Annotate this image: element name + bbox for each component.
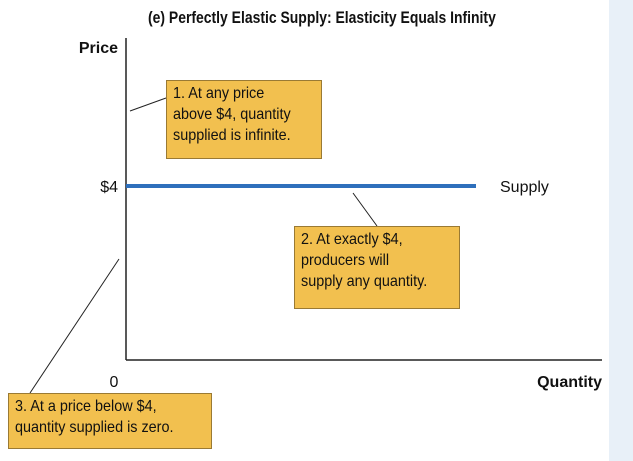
y-tick-label: $4 (100, 179, 118, 196)
callout-at-price: 2. At exactly $4, producers will supply … (294, 226, 460, 309)
callout-above-price-line-1: 1. At any price (173, 85, 265, 102)
callout-at-price-line-1: 2. At exactly $4, (301, 231, 403, 248)
callout-above-price-line-3: supplied is infinite. (173, 127, 291, 144)
callout-above-price: 1. At any price above $4, quantity suppl… (166, 80, 322, 159)
callout-1-leader (129, 97, 167, 112)
callout-below-price-line-2: quantity supplied is zero. (15, 419, 174, 436)
chart-title: (e) Perfectly Elastic Supply: Elasticity… (148, 8, 496, 27)
callout-3-leader (29, 258, 120, 394)
callout-below-price-line-1: 3. At a price below $4, (15, 398, 157, 415)
y-axis-label: Price (79, 40, 118, 57)
callout-at-price-line-3: supply any quantity. (301, 273, 428, 290)
callout-below-price: 3. At a price below $4, quantity supplie… (8, 393, 212, 449)
callout-above-price-line-2: above $4, quantity (173, 106, 291, 123)
origin-label: 0 (110, 374, 119, 391)
x-axis-label: Quantity (537, 374, 602, 391)
supply-label: Supply (500, 179, 549, 196)
side-panel (609, 0, 633, 461)
callout-at-price-line-2: producers will (301, 252, 390, 269)
callout-2-leader (352, 192, 378, 227)
